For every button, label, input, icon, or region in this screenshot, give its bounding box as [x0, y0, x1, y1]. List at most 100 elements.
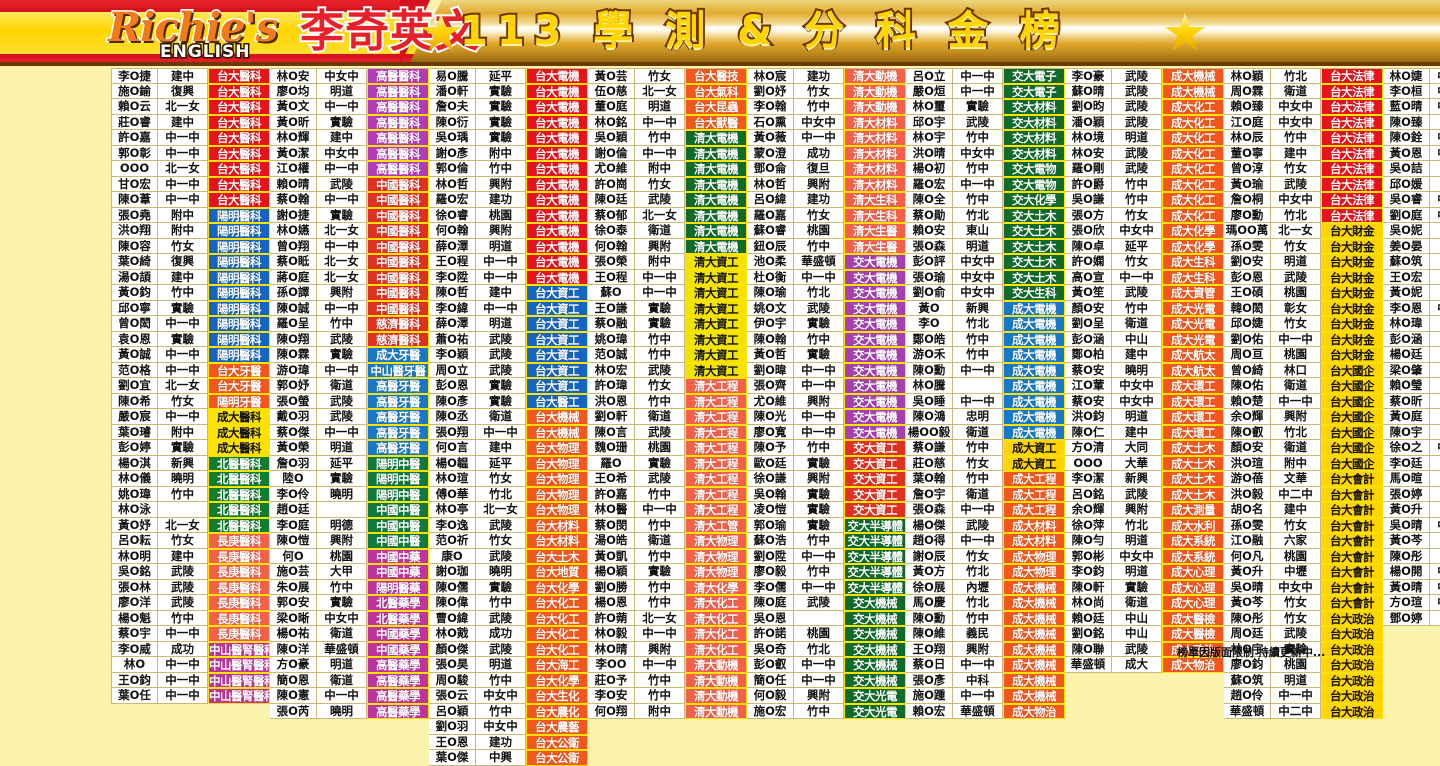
table-row: 許O嘉 中一中 台大醫科 — [111, 130, 270, 146]
table-row: 江O權 中一中 高醫醫科 — [270, 161, 429, 177]
student-school: 竹北 — [1430, 455, 1440, 471]
table-row: 藍O晴中女中師大公教 — [1383, 99, 1440, 115]
admitted-program-badge: 成大醫檢 — [1162, 610, 1224, 626]
admitted-program-badge: 成大機械 — [1003, 610, 1065, 626]
admitted-program-badge: 交大材料 — [1003, 130, 1065, 146]
student-school: 竹北 — [1430, 269, 1440, 285]
table-row: 鄭O柏 建中 成大航太 — [1065, 347, 1224, 363]
student-name: 易O騰 — [429, 68, 476, 84]
table-row: 尤O維 附中 清大電機 — [588, 161, 747, 177]
admitted-program-badge: 台大醫科 — [208, 114, 270, 130]
admitted-program-badge: 成大醫科 — [208, 409, 270, 425]
admitted-program-badge: 交大電物 — [1003, 161, 1065, 177]
student-school: 竹中 — [953, 347, 1003, 363]
admitted-program-badge: 成大資管 — [1162, 285, 1224, 301]
table-row: 湯O頡 建中 陽明醫科 — [111, 269, 270, 285]
student-name: 黃O凱 — [588, 548, 635, 564]
table-row: 潘O穎 武陵 成大化工 — [1065, 114, 1224, 130]
student-school: 北一女 — [1271, 223, 1321, 239]
table-row: 林O瑄 竹女 台大物理 — [429, 471, 588, 487]
student-school: 附中 — [158, 207, 208, 223]
student-school: 竹女 — [1112, 254, 1162, 270]
table-row: 呂O緯 建功 清大生科 — [747, 192, 906, 208]
student-school: 中一中 — [317, 424, 367, 440]
table-row: 瑪OO萬 北一女 台大財金 — [1224, 223, 1383, 239]
table-row: OOO 大華 成大土木 — [1065, 455, 1224, 471]
student-name: 施O鍮 — [111, 83, 158, 99]
student-school: 中一中 — [635, 657, 685, 673]
student-school: 興附 — [635, 641, 685, 657]
table-row: 廖O洋 武陵 長庚醫科 — [111, 595, 270, 611]
student-name: 薛O澤 — [429, 238, 476, 254]
student-school: 實驗 — [476, 99, 526, 115]
student-name: 蔡O安 — [1065, 393, 1112, 409]
student-school: 建中 — [1112, 424, 1162, 440]
admitted-program-badge: 成大化工 — [1162, 99, 1224, 115]
student-school: 竹北 — [1430, 378, 1440, 394]
student-school: 明道 — [635, 99, 685, 115]
student-school: 中山 — [1112, 610, 1162, 626]
student-school: 復興 — [158, 254, 208, 270]
student-name: 張O方 — [1065, 207, 1112, 223]
student-school: 忠明 — [953, 409, 1003, 425]
student-school: 明道 — [476, 238, 526, 254]
admitted-program-badge: 清大資工 — [685, 347, 747, 363]
student-school: 竹女 — [158, 238, 208, 254]
admitted-program-badge: 成大環工 — [1162, 424, 1224, 440]
table-row: 彭O恩 實驗 台大資工 — [429, 378, 588, 394]
student-name: 黃O笙 — [1065, 285, 1112, 301]
student-name: 黃O潔 — [270, 145, 317, 161]
student-name: 廖O均 — [270, 83, 317, 99]
table-row: 吳O穎 竹中 清大電機 — [588, 130, 747, 146]
results-column-1: 李O捷 建中 台大醫科 施O鍮 復興 台大醫科 賴O云 北一女 台大醫科 莊O睿 建中 台大醫科 許O嘉… — [111, 68, 270, 704]
student-school: 竹北 — [1430, 486, 1440, 502]
student-name: 楊O淇 — [111, 455, 158, 471]
table-row: 陳O全 竹中 交大化學 — [906, 192, 1065, 208]
table-row: 馬O暄武陵政大傳播 — [1383, 471, 1440, 487]
table-row: 陳O卓 延平 成大化學 — [1065, 238, 1224, 254]
student-name: 陳O鴻 — [906, 409, 953, 425]
table-row: 許O蒴 北一女 清大化工 — [588, 610, 747, 626]
student-school: 中一中 — [635, 626, 685, 642]
student-school: 建中 — [158, 269, 208, 285]
table-row: 戴O羽 武陵 高醫牙醫 — [270, 409, 429, 425]
student-school: 成功 — [794, 145, 844, 161]
student-name: 李O — [906, 316, 953, 332]
student-school — [953, 378, 1003, 394]
admitted-program-badge: 中國醫科 — [367, 223, 429, 239]
student-school: 明道 — [1112, 564, 1162, 580]
student-school: 延平 — [1112, 238, 1162, 254]
table-row: 趙O廷 中國中醫 — [270, 502, 429, 518]
student-school: 桃園 — [476, 207, 526, 223]
table-row: 李O翰 竹中 清大動機 — [747, 99, 906, 115]
student-school: 武陵 — [476, 610, 526, 626]
table-row: 蔡O融 實驗 清大資工 — [588, 316, 747, 332]
table-row: 劉O呈 衛道 成大光電 — [1065, 316, 1224, 332]
admitted-program-badge: 清大電機 — [685, 238, 747, 254]
student-name: 薛O澤 — [429, 316, 476, 332]
student-name: 林O泳 — [111, 502, 158, 518]
admitted-program-badge: 中國藥學 — [367, 641, 429, 657]
admitted-program-badge: 中國中藥 — [367, 564, 429, 580]
admitted-program-badge: 交大電機 — [844, 300, 906, 316]
student-school: 竹女 — [953, 548, 1003, 564]
student-school: 中一中 — [158, 192, 208, 208]
student-name: 陳O銓 — [1383, 130, 1430, 146]
table-row: 林O穎 竹北 台大法律 — [1224, 68, 1383, 84]
table-row: 詹O桐 中女中 台大法律 — [1224, 192, 1383, 208]
student-name: 黃O升 — [1383, 502, 1430, 518]
admitted-program-badge: 成大光電 — [1162, 316, 1224, 332]
admitted-program-badge: 台大資工 — [526, 347, 588, 363]
table-row: 陳O仁 建中 成大環工 — [1065, 424, 1224, 440]
student-name: 林O騰 — [906, 378, 953, 394]
admitted-program-badge: 台大財金 — [1321, 347, 1383, 363]
student-school: 中一中 — [953, 83, 1003, 99]
table-row: 謝O倫 中一中 清大電機 — [588, 145, 747, 161]
admitted-program-badge: 台大醫科 — [208, 161, 270, 177]
student-name: 林O戭 — [429, 626, 476, 642]
table-row: 蔡O安 曉明 成大航太 — [1065, 362, 1224, 378]
table-row: 葉O傑 中興 台大公衛 — [429, 750, 588, 766]
admitted-program-badge: 中國中醫 — [367, 502, 429, 518]
admitted-program-badge: 台大醫科 — [208, 68, 270, 84]
student-school: 明道 — [1271, 672, 1321, 688]
